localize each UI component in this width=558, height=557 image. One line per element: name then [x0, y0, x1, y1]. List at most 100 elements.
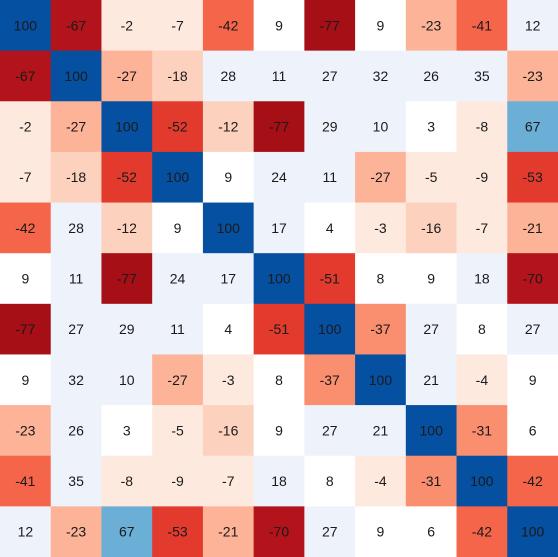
heatmap-cell-r5-c8 [405, 253, 458, 305]
heatmap-cell-r0-c7 [355, 0, 407, 52]
heatmap-cell-r7-c1 [50, 354, 102, 406]
heatmap-cell-r5-c3 [152, 253, 204, 305]
cell-label-r7-c2: 10 [119, 372, 135, 388]
heatmap-cell-r3-c7 [355, 151, 407, 204]
cell-label-r4-c6: 4 [326, 220, 334, 236]
cell-label-r3-c0: -7 [19, 169, 32, 185]
cell-label-r1-c3: -18 [167, 68, 187, 84]
cell-label-r7-c9: -4 [476, 372, 489, 388]
heatmap-cell-r9-c10 [507, 455, 558, 507]
heatmap-cell-r8-c10 [507, 405, 558, 457]
heatmap-cell-r5-c5 [253, 253, 305, 305]
cell-label-r9-c6: 8 [326, 473, 334, 489]
cell-label-r8-c4: -16 [218, 422, 238, 438]
heatmap-cell-r2-c6 [304, 101, 356, 153]
heatmap-cell-r3-c2 [101, 151, 153, 204]
cell-label-r7-c10: 9 [529, 372, 537, 388]
cell-label-r2-c7: 10 [373, 119, 389, 135]
cell-label-r5-c6: -51 [320, 271, 340, 287]
cell-label-r8-c8: 100 [420, 422, 444, 438]
cell-label-r5-c1: 11 [69, 271, 84, 287]
heatmap-cell-r0-c8 [405, 0, 458, 52]
heatmap-cell-r4-c2 [101, 202, 153, 254]
cell-label-r2-c8: 3 [427, 119, 435, 135]
heatmap-cell-r9-c6 [304, 455, 356, 507]
cell-label-r9-c4: -7 [222, 473, 235, 489]
cell-label-r2-c2: 100 [115, 119, 139, 135]
cell-label-r5-c9: 18 [474, 271, 490, 287]
heatmap-cell-r2-c8 [405, 101, 458, 153]
heatmap-cell-r9-c1 [50, 455, 102, 507]
heatmap-cell-r10-c10 [507, 506, 558, 557]
heatmap-cell-r2-c9 [456, 101, 508, 153]
heatmap-cell-r3-c3 [152, 151, 204, 204]
heatmap-cell-r5-c6 [304, 253, 356, 305]
cell-label-r0-c2: -2 [121, 17, 134, 33]
cell-label-r0-c6: -77 [320, 17, 340, 33]
heatmap-cell-r3-c9 [456, 151, 508, 204]
heatmap-cell-r7-c8 [405, 354, 458, 406]
cell-label-r7-c7: 100 [369, 372, 393, 388]
cell-label-r2-c1: -27 [66, 119, 86, 135]
cell-label-r2-c3: -52 [167, 119, 187, 135]
cell-label-r2-c4: -12 [218, 119, 238, 135]
cell-label-r8-c9: -31 [472, 422, 492, 438]
heatmap-cell-r4-c6 [304, 202, 356, 254]
heatmap-cell-r2-c0 [0, 101, 52, 153]
heatmap-cell-r8-c0 [0, 405, 52, 457]
heatmap-cell-r8-c2 [101, 405, 153, 457]
cell-label-r0-c3: -7 [171, 17, 184, 33]
heatmap-cell-r8-c6 [304, 405, 356, 457]
cell-label-r0-c0: 100 [14, 17, 38, 33]
heatmap-cell-r7-c10 [507, 354, 558, 406]
cell-label-r1-c0: -67 [15, 68, 35, 84]
heatmap-cell-r2-c7 [355, 101, 407, 153]
heatmap-cell-r9-c8 [405, 455, 458, 507]
cell-label-r4-c9: -7 [476, 220, 489, 236]
cell-label-r5-c5: 100 [267, 271, 291, 287]
cell-label-r10-c3: -53 [167, 524, 187, 540]
heatmap-cell-r6-c10 [507, 303, 558, 355]
cell-label-r0-c10: 12 [525, 17, 541, 33]
cell-label-r1-c5: 11 [272, 68, 287, 84]
cell-label-r3-c6: 11 [322, 169, 337, 185]
heatmap-cell-r9-c9 [456, 455, 508, 507]
cell-label-r9-c3: -9 [171, 473, 184, 489]
heatmap-cell-r7-c0 [0, 354, 52, 406]
heatmap-cell-r7-c3 [152, 354, 204, 406]
cell-label-r6-c4: 4 [224, 321, 232, 337]
cell-label-r0-c8: -23 [421, 17, 441, 33]
heatmap-cell-r0-c1 [50, 0, 102, 52]
cell-label-r8-c7: 21 [373, 422, 389, 438]
heatmap-cell-r0-c4 [202, 0, 255, 52]
cell-label-r0-c1: -67 [66, 17, 86, 33]
cell-label-r1-c9: 35 [474, 68, 490, 84]
heatmap-cell-r6-c5 [253, 303, 305, 355]
heatmap-cell-r5-c4 [202, 253, 255, 305]
cell-label-r3-c7: -27 [370, 169, 390, 185]
heatmap-cell-r3-c5 [253, 151, 305, 204]
heatmap-cell-r2-c10 [507, 101, 558, 153]
heatmap-cell-r7-c9 [456, 354, 508, 406]
cell-label-r10-c9: -42 [472, 524, 492, 540]
heatmap-cell-r4-c1 [50, 202, 102, 254]
cell-label-r9-c9: 100 [470, 473, 494, 489]
cell-label-r4-c0: -42 [15, 220, 35, 236]
cell-label-r3-c4: 9 [224, 169, 232, 185]
heatmap-cell-r5-c0 [0, 253, 52, 305]
cell-label-r6-c9: 8 [478, 321, 486, 337]
heatmap-cell-r6-c6 [304, 303, 356, 355]
heatmap-cell-r2-c2 [101, 101, 153, 153]
heatmap-cell-r6-c8 [405, 303, 458, 355]
heatmap-cell-r1-c6 [304, 50, 356, 102]
cell-label-r7-c3: -27 [167, 372, 187, 388]
cell-label-r3-c1: -18 [66, 169, 86, 185]
heatmap-cell-r0-c9 [456, 0, 508, 52]
heatmap-cell-r3-c0 [0, 151, 52, 204]
heatmap-cell-r1-c7 [355, 50, 407, 102]
heatmap-cell-r6-c1 [50, 303, 102, 355]
heatmap-cell-r5-c1 [50, 253, 102, 305]
heatmap-cell-r4-c9 [456, 202, 508, 254]
cell-label-r1-c2: -27 [117, 68, 137, 84]
